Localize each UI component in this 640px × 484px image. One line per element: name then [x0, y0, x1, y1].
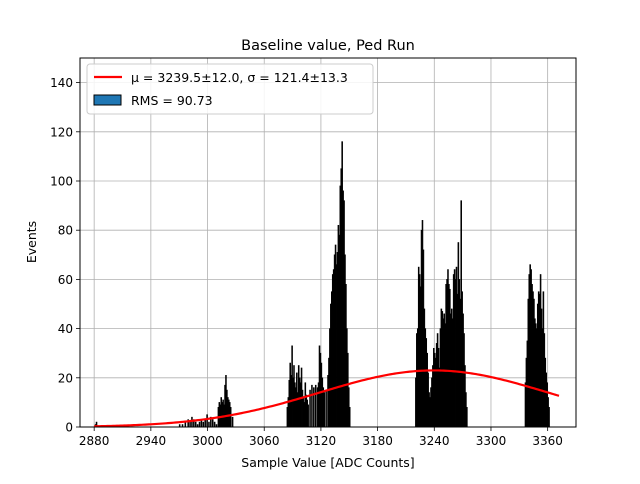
- x-tick-label: 3300: [476, 434, 507, 448]
- histogram-bar: [204, 419, 206, 428]
- histogram-bar: [548, 407, 550, 428]
- histogram-bar: [466, 407, 468, 428]
- x-axis-label: Sample Value [ADC Counts]: [241, 455, 414, 470]
- histogram-bar: [208, 421, 210, 428]
- histogram-bar: [325, 389, 327, 428]
- x-tick-label: 2880: [79, 434, 110, 448]
- y-axis-label: Events: [24, 221, 39, 263]
- plot-frame: [79, 57, 577, 428]
- y-axis-ticks: 0 20 40 60 80 100 120 140: [50, 76, 80, 435]
- histogram-bar: [206, 414, 208, 428]
- legend: μ = 3239.5±12.0, σ = 121.4±13.3 RMS = 90…: [86, 63, 374, 115]
- histogram-bar: [314, 384, 317, 428]
- y-tick-label: 100: [50, 175, 73, 189]
- histogram-bar: [213, 421, 216, 428]
- y-tick-label: 60: [58, 273, 73, 287]
- x-tick-label: 3240: [419, 434, 450, 448]
- histogram-bar: [229, 407, 232, 428]
- x-tick-label: 3060: [249, 434, 280, 448]
- histogram-bar: [184, 421, 187, 428]
- x-tick-label: 3000: [192, 434, 223, 448]
- legend-fit-label: μ = 3239.5±12.0, σ = 121.4±13.3: [131, 70, 348, 85]
- chart-title: Baseline value, Ped Run: [241, 38, 415, 54]
- x-tick-label: 3120: [306, 434, 337, 448]
- histogram-bar: [202, 421, 205, 428]
- histogram-bar: [307, 404, 309, 428]
- y-tick-label: 0: [65, 421, 73, 435]
- histogram-bar: [198, 421, 201, 428]
- histogram-bar: [323, 392, 325, 428]
- histogram-bar: [194, 421, 197, 428]
- x-tick-label: 3180: [362, 434, 393, 448]
- histogram-bar: [348, 407, 351, 428]
- gaussian-fit-curve: [94, 369, 560, 428]
- y-tick-label: 40: [58, 322, 73, 336]
- y-tick-label: 20: [58, 371, 73, 385]
- histogram-bar: [191, 416, 193, 428]
- histogram-bar: [211, 419, 214, 428]
- legend-rms-label: RMS = 90.73: [131, 93, 213, 108]
- legend-box: [86, 63, 374, 115]
- y-tick-label: 80: [58, 224, 73, 238]
- x-axis-ticks: 2880 2940 3000 3060 3120 3180 3240 3300 3360: [79, 427, 563, 448]
- histogram-bar: [189, 421, 191, 428]
- histogram-bar: [231, 416, 234, 428]
- histogram-bar: [311, 384, 313, 428]
- x-tick-label: 3360: [532, 434, 563, 448]
- y-tick-label: 120: [50, 125, 73, 139]
- y-tick-label: 140: [50, 76, 73, 90]
- legend-rms-swatch: [93, 94, 122, 106]
- x-tick-label: 2940: [136, 434, 167, 448]
